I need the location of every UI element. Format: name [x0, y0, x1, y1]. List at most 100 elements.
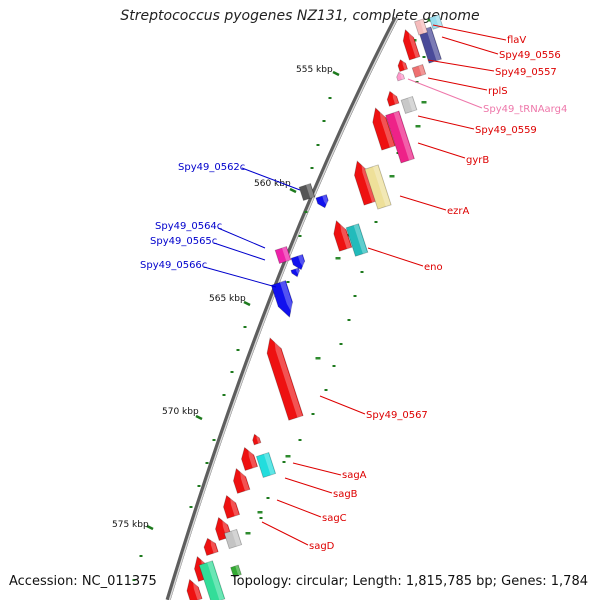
gene-arrow-spy49-0559[interactable]: [369, 106, 396, 151]
major-tick: [146, 524, 154, 531]
tick-label: 555 kbp: [296, 65, 333, 75]
gene-block-flav-top[interactable]: [414, 18, 428, 36]
gene-arrow-sagd[interactable]: [220, 494, 241, 519]
gene-arrow-saga[interactable]: [251, 433, 262, 446]
gene-label-leader: [292, 462, 342, 476]
gene-arrow-sagb[interactable]: [238, 446, 259, 471]
gene-label-leader: [241, 167, 301, 191]
minor-tick: [243, 326, 247, 328]
gene-label[interactable]: Spy49_0565c: [150, 236, 217, 247]
tick-label: 570 kbp: [162, 407, 199, 417]
gene-label-leader: [217, 227, 266, 249]
gene-label-leader: [407, 78, 483, 109]
minor-tick: [360, 271, 364, 273]
minor-tick: [197, 485, 201, 487]
gene-label[interactable]: rplS: [488, 86, 508, 97]
minor-tick: [310, 167, 314, 169]
gene-arrow-sagg[interactable]: [184, 578, 203, 600]
minor-tick: [259, 517, 263, 519]
minor-tick: [328, 97, 332, 99]
gene-label[interactable]: eno: [424, 262, 443, 273]
map-title: Streptococcus pyogenes NZ131, complete g…: [120, 8, 480, 24]
gene-label[interactable]: Spy49_0567: [366, 410, 428, 421]
gene-arrow-ezra[interactable]: [330, 219, 353, 252]
gene-block-spy49-0556-top[interactable]: [428, 14, 444, 30]
genome-summary: Topology: circular; Length: 1,815,785 bp…: [230, 574, 588, 589]
genome-backbone-highlight: [168, 17, 399, 600]
gene-block-sagd[interactable]: [223, 528, 243, 550]
gene-label-leader: [367, 247, 424, 267]
gene-label[interactable]: Spy49_tRNAarg4: [483, 104, 567, 115]
minor-tick: [347, 319, 351, 321]
gene-label[interactable]: Spy49_0562c: [178, 162, 245, 173]
gene-label[interactable]: Spy49_0564c: [155, 221, 222, 232]
gene-label[interactable]: ezrA: [447, 206, 470, 217]
gene-label-leader: [319, 395, 366, 415]
gene-block-gyrb[interactable]: [385, 110, 415, 164]
gene-label-leader: [427, 77, 488, 91]
gene-block-spy49-0562c[interactable]: [298, 182, 316, 202]
gene-label[interactable]: sagC: [322, 513, 347, 524]
gene-label[interactable]: Spy49_0559: [475, 125, 537, 136]
minor-tick: [427, 19, 433, 22]
gene-label[interactable]: Spy49_0557: [495, 67, 557, 78]
minor-tick: [222, 394, 226, 396]
minor-tick: [257, 511, 263, 514]
gene-arrow-spy49-0565c[interactable]: [290, 253, 307, 271]
gene-label-leader: [261, 521, 309, 546]
gene-block-sagf[interactable]: [198, 560, 226, 600]
minor-tick: [282, 461, 286, 463]
minor-tick: [335, 257, 341, 260]
tick-label: 560 kbp: [254, 179, 291, 189]
gene-block-ezra[interactable]: [364, 164, 392, 210]
gene-arrow-spy49-0562c[interactable]: [315, 194, 330, 210]
gene-block-eno[interactable]: [345, 223, 369, 257]
gene-block-sagb[interactable]: [255, 452, 277, 478]
major-tick: [332, 70, 340, 77]
minor-tick: [298, 235, 302, 237]
minor-tick: [322, 120, 326, 122]
minor-tick: [139, 555, 143, 557]
gene-arrow-sage[interactable]: [202, 537, 219, 556]
gene-label-leader: [213, 242, 266, 261]
minor-tick: [205, 462, 209, 464]
minor-tick: [315, 357, 321, 360]
gene-arrow-spy49-0567[interactable]: [263, 336, 304, 421]
gene-label-leader: [427, 59, 495, 72]
gene-arrow-trna[interactable]: [395, 71, 406, 82]
minor-tick: [422, 56, 426, 58]
minor-tick: [311, 413, 315, 415]
gene-arrow-spy49-0565c-2[interactable]: [290, 267, 301, 278]
gene-arrow-rpls[interactable]: [385, 90, 400, 107]
minor-tick: [324, 389, 328, 391]
gene-label[interactable]: sagB: [333, 489, 358, 500]
gene-arrow-sagc[interactable]: [230, 467, 251, 494]
gene-block-sagg[interactable]: [230, 564, 242, 578]
gene-label[interactable]: sagD: [309, 541, 335, 552]
gene-block-rpls[interactable]: [400, 95, 418, 115]
gene-label-leader: [276, 499, 322, 518]
minor-tick: [286, 281, 290, 283]
gene-label[interactable]: sagA: [342, 470, 367, 481]
gene-label-leader: [203, 266, 277, 288]
gene-label-leader: [399, 195, 447, 211]
minor-tick: [298, 439, 302, 441]
minor-tick: [374, 221, 378, 223]
gene-label[interactable]: Spy49_0566c: [140, 260, 207, 271]
gene-block-spy49-0557[interactable]: [411, 64, 427, 78]
gene-label[interactable]: flaV: [507, 35, 526, 46]
minor-tick: [189, 506, 193, 508]
gene-arrow-flav[interactable]: [400, 28, 421, 61]
minor-tick: [415, 125, 421, 128]
gene-label-leader: [417, 142, 466, 159]
minor-tick: [245, 532, 251, 535]
gene-label[interactable]: Spy49_0556: [499, 50, 561, 61]
gene-arrow-spy49-0557[interactable]: [396, 59, 409, 72]
minor-tick: [132, 579, 136, 581]
gene-block-spy49-0564c[interactable]: [274, 245, 292, 265]
minor-tick: [285, 455, 291, 458]
gene-label[interactable]: gyrB: [466, 155, 489, 166]
gene-arrow-spy49-0566c[interactable]: [270, 280, 296, 320]
